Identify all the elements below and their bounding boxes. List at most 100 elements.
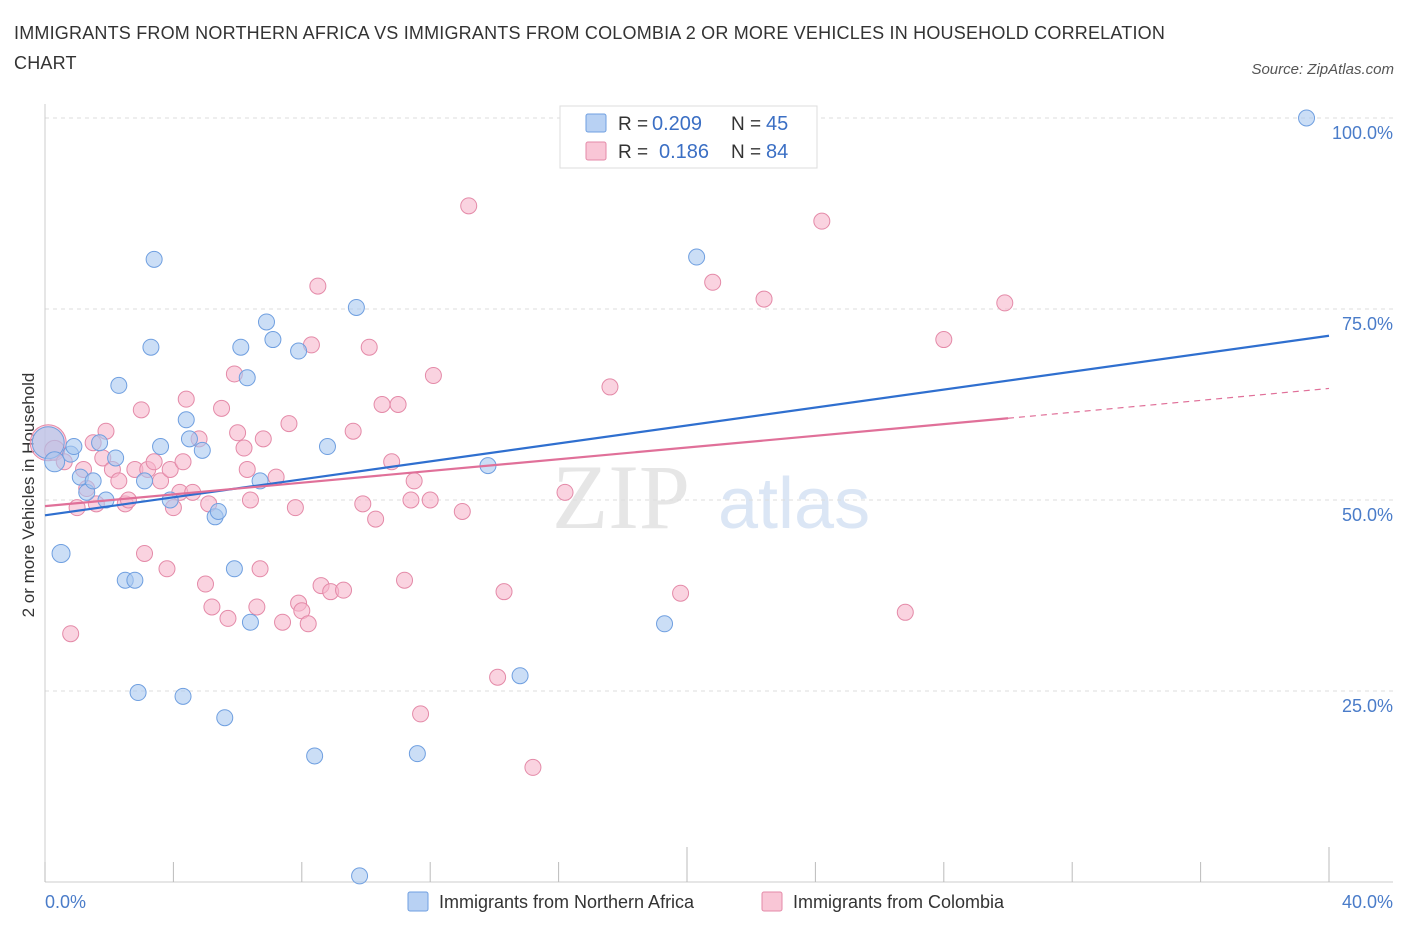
trend-lines xyxy=(44,334,1330,517)
blue-point-13 xyxy=(126,571,144,589)
pink-point-80 xyxy=(996,294,1014,312)
blue-point-44 xyxy=(1298,109,1316,127)
legend-blue-r-label: R = xyxy=(618,114,648,135)
blue-point-21 xyxy=(177,411,195,429)
blue-point-25 xyxy=(209,502,227,520)
pink-point-53 xyxy=(335,581,353,599)
blue-point-38 xyxy=(351,867,369,885)
legend-pink-n-value: 84 xyxy=(766,141,788,163)
pink-trend-extension xyxy=(1007,387,1330,419)
pink-point-29 xyxy=(197,575,214,593)
blue-point-33 xyxy=(264,331,282,349)
blue-point-28 xyxy=(232,338,250,356)
pink-point-36 xyxy=(235,439,253,457)
pink-point-70 xyxy=(495,583,513,601)
blue-point-34 xyxy=(290,342,308,360)
grid-lines xyxy=(45,117,1394,692)
blue-point-23 xyxy=(193,441,211,459)
stats-legend: R = 0.209 N = 45 R = 0.186 N = 84 xyxy=(559,105,818,169)
blue-point-11 xyxy=(110,376,128,394)
pink-point-68 xyxy=(460,197,478,215)
blue-point-35 xyxy=(306,747,324,765)
pink-point-55 xyxy=(354,495,372,513)
blue-point-27 xyxy=(225,560,243,578)
pink-point-73 xyxy=(601,378,619,396)
bottom-legend-pink-swatch xyxy=(761,891,783,912)
pink-point-57 xyxy=(367,510,385,528)
series-legend: Immigrants from Northern Africa Immigran… xyxy=(407,891,1005,912)
blue-point-4 xyxy=(65,438,83,456)
blue-point-22 xyxy=(180,430,198,448)
y-axis-title: 2 or more Vehicles in Household xyxy=(19,373,38,618)
pink-point-66 xyxy=(424,366,442,384)
watermark-zip: ZIP xyxy=(552,446,690,548)
pink-point-26 xyxy=(177,390,195,408)
pink-point-50 xyxy=(309,277,327,295)
y-tick-label-2: 75.0% xyxy=(1342,314,1393,334)
bottom-legend-blue-label: Immigrants from Northern Africa xyxy=(439,892,695,912)
blue-point-36 xyxy=(318,438,336,456)
legend-pink-n-label: N = xyxy=(731,142,761,163)
pink-point-71 xyxy=(524,758,542,776)
pink-point-43 xyxy=(274,613,292,631)
blue-point-18 xyxy=(152,438,170,456)
x-tick-label-0: 0.0% xyxy=(45,892,86,912)
pink-point-16 xyxy=(132,401,150,419)
blue-point-15 xyxy=(136,472,154,490)
legend-blue-swatch xyxy=(585,113,607,133)
blue-trend-line xyxy=(44,334,1330,517)
pink-point-12 xyxy=(110,472,128,490)
blue-point-17 xyxy=(145,250,163,268)
pink-point-25 xyxy=(174,453,192,471)
blue-point-29 xyxy=(238,369,256,387)
pink-trend-line xyxy=(44,417,1009,508)
y-tick-label-1: 50.0% xyxy=(1342,505,1393,525)
legend-blue-n-value: 45 xyxy=(766,113,788,135)
pink-point-44 xyxy=(280,415,298,433)
series-northern-africa-points xyxy=(31,109,1316,885)
bottom-legend-pink-label: Immigrants from Colombia xyxy=(793,892,1005,912)
legend-pink-r-label: R = xyxy=(618,142,648,163)
legend-pink-r-value: 0.186 xyxy=(659,141,709,163)
watermark-atlas: atlas xyxy=(718,464,870,544)
pink-point-37 xyxy=(238,460,256,478)
y-tick-label-3: 100.0% xyxy=(1332,123,1393,143)
blue-point-43 xyxy=(688,248,706,266)
pink-point-75 xyxy=(704,273,722,291)
pink-point-77 xyxy=(813,212,831,230)
pink-point-31 xyxy=(203,598,221,616)
bottom-legend-blue-swatch xyxy=(407,891,429,912)
pink-point-45 xyxy=(286,499,304,517)
legend-blue-r-value: 0.209 xyxy=(652,113,702,135)
pink-point-69 xyxy=(489,668,507,686)
pink-point-39 xyxy=(248,598,266,616)
pink-point-19 xyxy=(145,453,163,471)
blue-point-41 xyxy=(511,667,529,685)
pink-point-76 xyxy=(755,290,773,308)
pink-point-61 xyxy=(396,571,414,589)
pink-point-35 xyxy=(229,424,247,442)
pink-point-63 xyxy=(405,472,423,490)
pink-point-72 xyxy=(556,483,574,501)
pink-point-62 xyxy=(402,491,420,509)
pink-point-67 xyxy=(453,502,471,520)
pink-point-38 xyxy=(241,491,259,509)
pink-point-33 xyxy=(219,609,237,627)
blue-point-30 xyxy=(241,613,259,631)
blue-point-10 xyxy=(107,449,125,467)
pink-point-74 xyxy=(672,584,690,602)
pink-point-21 xyxy=(158,560,176,578)
legend-blue-n-label: N = xyxy=(731,114,761,135)
source-label: Source: ZipAtlas.com xyxy=(1251,61,1394,78)
blue-point-1 xyxy=(44,451,66,473)
pink-point-17 xyxy=(136,544,154,562)
blue-point-26 xyxy=(216,709,234,727)
pink-point-79 xyxy=(935,331,953,349)
pink-point-3 xyxy=(62,625,80,643)
watermark: ZIP atlas xyxy=(552,446,870,548)
pink-point-40 xyxy=(251,560,269,578)
pink-point-48 xyxy=(299,615,317,633)
x-axis-labels: 0.0% 40.0% xyxy=(45,892,1393,912)
blue-point-32 xyxy=(257,313,275,331)
